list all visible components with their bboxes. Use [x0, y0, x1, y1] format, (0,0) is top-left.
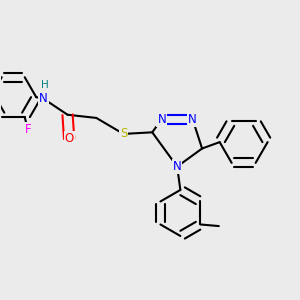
- Text: O: O: [64, 132, 74, 145]
- Text: N: N: [188, 113, 197, 126]
- Text: N: N: [158, 113, 166, 126]
- Text: N: N: [173, 160, 182, 173]
- Text: H: H: [41, 80, 49, 90]
- Text: F: F: [25, 123, 31, 136]
- Text: N: N: [39, 92, 48, 105]
- Text: S: S: [120, 128, 127, 140]
